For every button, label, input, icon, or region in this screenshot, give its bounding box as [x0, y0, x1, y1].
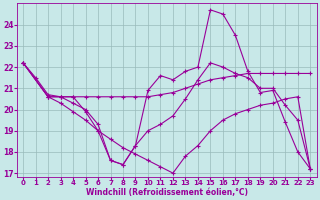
X-axis label: Windchill (Refroidissement éolien,°C): Windchill (Refroidissement éolien,°C) [86, 188, 248, 197]
